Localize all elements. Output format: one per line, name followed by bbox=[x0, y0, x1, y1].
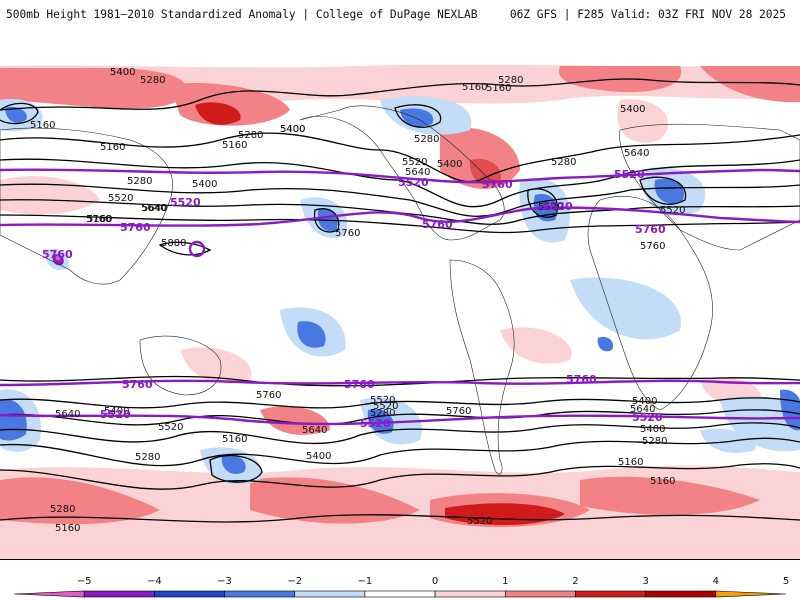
height-label: 5760 bbox=[640, 241, 665, 252]
height-label: 5520 bbox=[158, 422, 183, 433]
height-label: 5400 bbox=[280, 124, 305, 135]
height-label: 5280 bbox=[50, 504, 75, 515]
height-label: 5400 bbox=[110, 67, 135, 78]
colorbar-bin bbox=[434, 590, 506, 598]
height-label: 5160 bbox=[30, 120, 55, 131]
height-label-5760: 5760 bbox=[122, 378, 153, 391]
colorbar-bin bbox=[13, 590, 85, 598]
height-label: 5520 bbox=[660, 205, 685, 216]
height-label: 5280 bbox=[498, 75, 523, 86]
height-label: 5520 bbox=[402, 157, 427, 168]
colorbar-tick-label: 4 bbox=[713, 576, 719, 587]
height-label: 5400 bbox=[280, 124, 305, 135]
height-label: 5520 bbox=[373, 401, 398, 412]
height-label: 5640 bbox=[630, 404, 655, 415]
height-label: 5400 bbox=[632, 396, 657, 407]
height-label: 5880 bbox=[161, 238, 186, 249]
colorbar-bin bbox=[83, 590, 155, 598]
height-label: 5160 bbox=[222, 140, 247, 151]
colorbar-tick-label: −1 bbox=[358, 576, 373, 587]
height-label-5520: 5520 bbox=[542, 200, 573, 213]
colorbar-bin bbox=[504, 590, 576, 598]
colorbar-bin bbox=[364, 590, 436, 598]
colorbar-ticks: −5 −4 −3 −2 −1 0 1 2 3 4 5 bbox=[77, 576, 789, 587]
colorbar-tick-label: 3 bbox=[642, 576, 648, 587]
height-label: 5160 bbox=[55, 523, 80, 534]
height-label-5520: 5520 bbox=[360, 417, 391, 430]
colorbar-tick-label: 5 bbox=[783, 576, 789, 587]
height-label-5520: 5520 bbox=[632, 411, 663, 424]
height-label-5520: 5520 bbox=[614, 168, 645, 181]
height-label: 5280 bbox=[140, 75, 165, 86]
height-label: 5280 bbox=[551, 157, 576, 168]
height-label: 5760 bbox=[256, 390, 281, 401]
height-label-5760: 5760 bbox=[566, 373, 597, 386]
height-label: 5280 bbox=[642, 436, 667, 447]
header-bar: 500mb Height 1981–2010 Standardized Anom… bbox=[0, 0, 800, 40]
height-label: 5280 bbox=[414, 134, 439, 145]
height-label: 5160 bbox=[650, 476, 675, 487]
height-label: 5640 bbox=[405, 167, 430, 178]
chart-title: 500mb Height 1981–2010 Standardized Anom… bbox=[6, 8, 478, 21]
height-label-5760: 5760 bbox=[422, 218, 453, 231]
height-label-5520: 5520 bbox=[100, 408, 131, 421]
height-label: 5640 bbox=[142, 203, 167, 214]
colorbar-tick-label: 1 bbox=[502, 576, 508, 587]
height-label-5760: 5760 bbox=[344, 378, 375, 391]
colorbar-tick-label: −3 bbox=[217, 576, 232, 587]
anomaly-map[interactable]: 5400 5280 5160 5280 5400 5160 5280 5160 … bbox=[0, 40, 800, 560]
height-label: 5760 bbox=[335, 228, 360, 239]
height-label: 5280 bbox=[370, 408, 395, 419]
colorbar-legend: −5 −4 −3 −2 −1 0 1 2 3 4 5 bbox=[13, 576, 789, 598]
height-label: 5640 bbox=[141, 203, 166, 214]
height-label-5520: 5520 bbox=[170, 196, 201, 209]
colorbar-tick-label: −4 bbox=[147, 576, 162, 587]
colorbar-bin bbox=[224, 590, 296, 598]
height-label-5760: 5760 bbox=[42, 248, 73, 261]
height-label: 5520 bbox=[538, 202, 563, 213]
height-label: 5280 bbox=[238, 130, 263, 141]
colorbar-bin bbox=[645, 590, 717, 598]
colorbar-tick-label: 2 bbox=[572, 576, 578, 587]
model-valid-time: 06Z GFS | F285 Valid: 03Z FRI NOV 28 202… bbox=[509, 8, 786, 21]
height-label: 5160 bbox=[486, 83, 511, 94]
height-label: 5520 bbox=[370, 395, 395, 406]
height-label: 5520 bbox=[108, 193, 133, 204]
height-label: 5760 bbox=[446, 406, 471, 417]
height-label: 5640 bbox=[302, 425, 327, 436]
height-label: 5160 bbox=[222, 434, 247, 445]
colorbar-tick-label: −5 bbox=[77, 576, 92, 587]
height-label-5760: 5760 bbox=[482, 178, 513, 191]
height-label-5760: 5760 bbox=[635, 223, 666, 236]
height-label: 5160 bbox=[100, 142, 125, 153]
height-label: 5400 bbox=[192, 179, 217, 190]
height-contours bbox=[0, 78, 800, 523]
height-label: 5160 bbox=[462, 82, 487, 93]
colorbar-bin bbox=[715, 590, 787, 598]
height-label: 5400 bbox=[437, 159, 462, 170]
colorbar-tick-label: 0 bbox=[432, 576, 438, 587]
height-label: 5760 bbox=[86, 214, 111, 225]
colorbar-bins bbox=[13, 590, 787, 598]
positive-anomaly-shading bbox=[0, 64, 800, 560]
height-label: 5640 bbox=[55, 409, 80, 420]
reference-contours-5520-5760 bbox=[0, 168, 800, 426]
height-label: 5400 bbox=[104, 406, 129, 417]
height-label-5760: 5760 bbox=[120, 221, 151, 234]
colorbar-tick-label: −2 bbox=[287, 576, 302, 587]
height-label: 5280 bbox=[135, 452, 160, 463]
height-labels: 5400 5280 5160 5280 5400 5160 5280 5160 … bbox=[30, 67, 685, 534]
colorbar-bin bbox=[294, 590, 366, 598]
height-label: 5160 bbox=[87, 214, 112, 225]
colorbar-bin bbox=[154, 590, 225, 598]
height-label: 5520 bbox=[467, 516, 492, 527]
height-label: 5640 bbox=[624, 148, 649, 159]
height-label: 5280 bbox=[127, 176, 152, 187]
height-label: 5400 bbox=[620, 104, 645, 115]
height-label: 5400 bbox=[640, 424, 665, 435]
colorbar-bin bbox=[575, 590, 646, 598]
height-label-5520: 5520 bbox=[398, 176, 429, 189]
height-label: 5400 bbox=[306, 451, 331, 462]
height-label: 5160 bbox=[618, 457, 643, 468]
